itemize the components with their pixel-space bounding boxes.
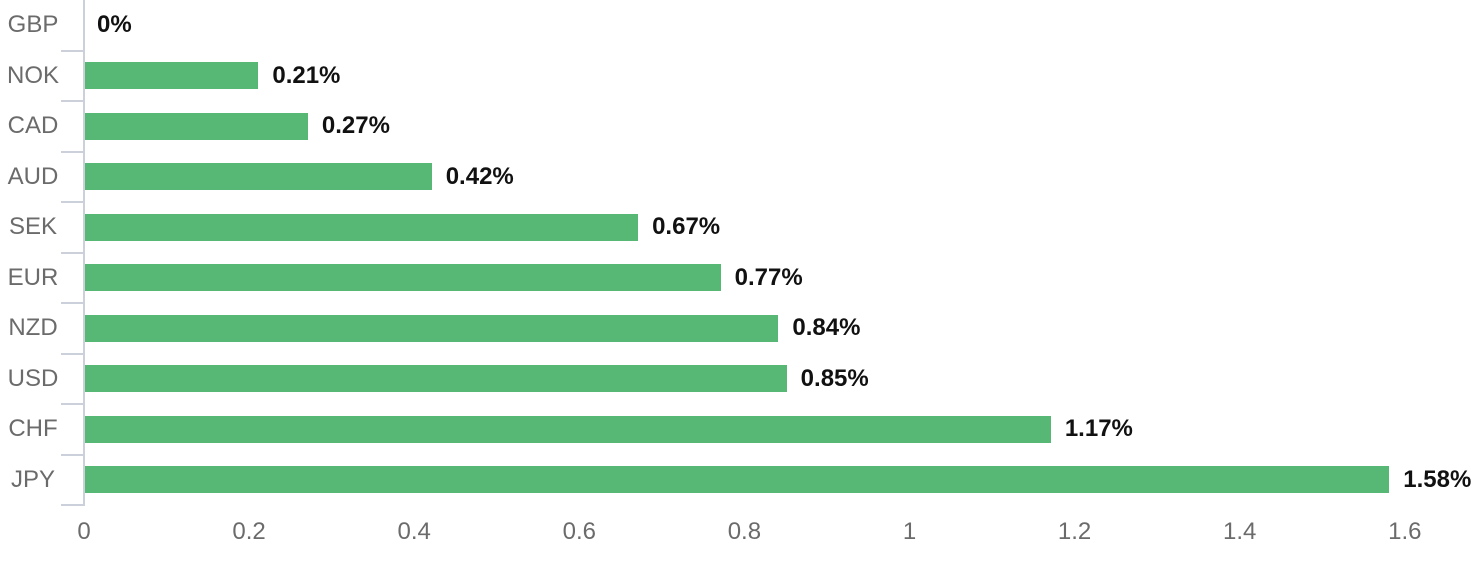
value-label: 0.85%: [800, 364, 869, 392]
bar-row-sek: SEK 0.67%: [0, 202, 1482, 253]
y-axis-tick: [61, 201, 83, 203]
bar: [85, 466, 1390, 494]
x-axis-tick-label: 0.4: [397, 518, 431, 545]
bar-row-nzd: NZD 0.84%: [0, 303, 1482, 354]
bar: [85, 112, 308, 140]
bar: [85, 415, 1051, 443]
bar: [85, 314, 779, 342]
category-label: CHF: [8, 415, 58, 442]
bar: [85, 264, 721, 292]
bar: [85, 62, 259, 90]
category-label: NOK: [6, 61, 59, 89]
plot-area: GBP 0% NOK 0.21% CAD 0.27% AUD 0.42% SEK 0.67% EUR…: [0, 0, 1482, 506]
category-label: NZD: [8, 314, 58, 341]
bar-row-aud: AUD 0.42%: [0, 152, 1482, 203]
bar-row-usd: USD 0.85%: [0, 354, 1482, 405]
x-axis-tick-label: 1.6: [1388, 518, 1422, 545]
bar-row-eur: EUR 0.77%: [0, 253, 1482, 304]
y-axis-tick: [61, 151, 83, 153]
category-label: GBP: [7, 11, 59, 38]
value-label: 0.27%: [321, 112, 390, 139]
x-axis-tick-label: 1.2: [1057, 518, 1092, 545]
value-label: 0%: [97, 11, 132, 38]
x-axis-tick-label: 0: [77, 518, 91, 545]
value-label: 1.58%: [1403, 465, 1472, 493]
value-label: 0.42%: [445, 162, 514, 190]
y-axis-tick: [61, 454, 83, 456]
category-label: SEK: [8, 213, 58, 240]
category-label: CAD: [7, 112, 59, 139]
y-axis-tick: [61, 353, 83, 355]
y-axis-tick: [61, 302, 83, 304]
bar: [85, 213, 639, 241]
bar-row-chf: CHF 1.17%: [0, 404, 1482, 455]
category-label: USD: [7, 364, 59, 392]
y-axis-tick: [61, 100, 83, 102]
y-axis-tick: [61, 504, 83, 506]
value-label: 0.84%: [792, 314, 861, 341]
y-axis-tick: [61, 403, 83, 405]
value-label: 0.21%: [272, 61, 341, 89]
y-axis-line: [83, 0, 85, 506]
category-label: AUD: [7, 162, 59, 190]
bar: [85, 163, 432, 191]
x-axis: 0 0.2 0.4 0.6 0.8 1 1.2 1.4 1.6: [0, 510, 1482, 566]
x-axis-tick-label: 1: [902, 518, 917, 545]
y-axis-tick: [61, 50, 83, 52]
bar: [85, 365, 787, 393]
x-axis-tick-label: 0.8: [727, 518, 762, 545]
category-label: JPY: [10, 465, 55, 493]
bar-row-cad: CAD 0.27%: [0, 101, 1482, 152]
value-label: 1.17%: [1064, 415, 1133, 442]
x-axis-tick-label: 1.4: [1223, 518, 1257, 545]
x-axis-tick-label: 0.6: [562, 518, 596, 545]
category-label: EUR: [7, 263, 59, 291]
bar-row-gbp: GBP 0%: [0, 0, 1482, 51]
value-label: 0.77%: [734, 263, 803, 291]
bar-row-jpy: JPY 1.58%: [0, 455, 1482, 506]
bar-row-nok: NOK 0.21%: [0, 51, 1482, 102]
y-axis-tick: [61, 252, 83, 254]
value-label: 0.67%: [652, 213, 721, 240]
x-axis-tick-label: 0.2: [232, 518, 266, 545]
